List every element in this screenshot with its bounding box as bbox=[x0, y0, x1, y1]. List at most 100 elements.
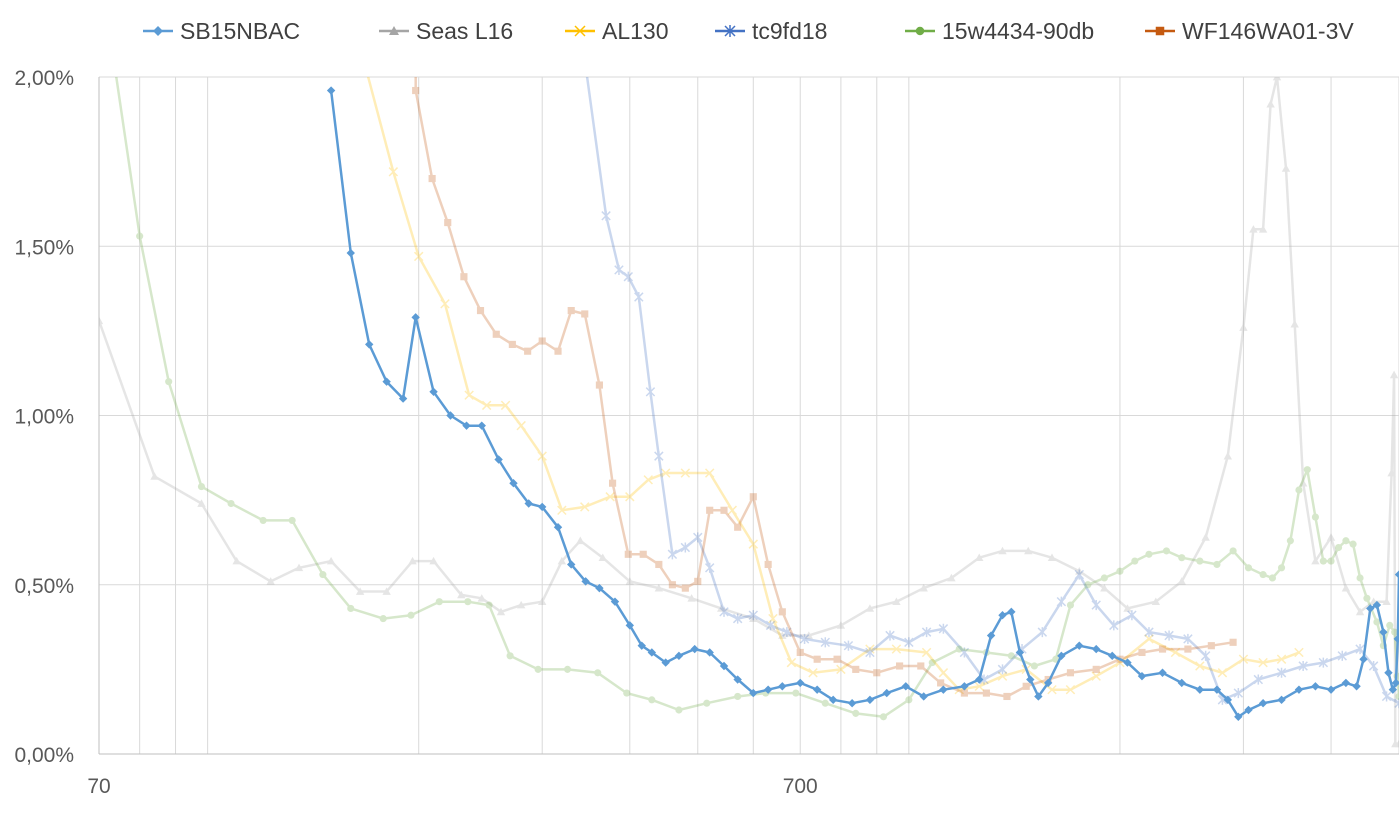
data-point bbox=[778, 682, 787, 691]
legend-label: Seas L16 bbox=[416, 18, 513, 44]
data-point bbox=[655, 560, 663, 569]
data-point bbox=[974, 681, 984, 692]
data-point bbox=[1138, 648, 1146, 657]
data-point bbox=[778, 631, 787, 639]
data-point bbox=[1249, 225, 1258, 233]
data-point bbox=[892, 597, 901, 606]
data-point bbox=[1155, 26, 1165, 36]
data-point bbox=[554, 347, 562, 355]
data-point bbox=[477, 594, 486, 602]
data-point bbox=[382, 587, 391, 595]
data-point bbox=[1022, 682, 1030, 690]
data-point bbox=[476, 306, 485, 315]
data-point bbox=[763, 685, 773, 694]
data-point bbox=[865, 644, 875, 654]
data-point bbox=[1355, 644, 1365, 655]
data-point bbox=[997, 671, 1008, 681]
data-point bbox=[411, 313, 420, 322]
data-point bbox=[1024, 546, 1033, 555]
data-point bbox=[326, 86, 336, 95]
data-point bbox=[1212, 685, 1222, 694]
data-point bbox=[1319, 557, 1327, 565]
data-point bbox=[836, 621, 846, 629]
data-point bbox=[389, 26, 399, 35]
series-al130 bbox=[366, 77, 1304, 695]
data-point bbox=[1393, 634, 1399, 644]
data-point bbox=[1394, 570, 1399, 579]
data-point bbox=[1276, 654, 1287, 664]
data-point bbox=[197, 483, 206, 491]
data-point bbox=[733, 675, 742, 684]
data-point bbox=[136, 232, 144, 240]
data-point bbox=[1066, 669, 1075, 677]
data-point bbox=[1092, 665, 1100, 673]
data-point bbox=[852, 665, 860, 673]
data-point bbox=[1229, 547, 1237, 555]
data-point bbox=[1272, 77, 1282, 81]
data-point bbox=[429, 556, 438, 565]
data-point bbox=[150, 472, 159, 480]
data-point bbox=[1091, 600, 1101, 611]
data-point bbox=[1047, 553, 1057, 562]
data-point bbox=[1303, 466, 1311, 474]
data-point bbox=[435, 598, 443, 606]
data-point bbox=[500, 400, 511, 411]
data-point bbox=[537, 451, 547, 461]
data-point bbox=[1381, 691, 1392, 702]
data-point bbox=[1337, 650, 1347, 661]
legend-label: AL130 bbox=[602, 18, 669, 44]
data-point bbox=[610, 597, 620, 606]
data-point bbox=[1092, 644, 1101, 654]
data-point bbox=[623, 271, 634, 282]
data-point bbox=[625, 621, 635, 630]
data-point bbox=[1183, 633, 1193, 644]
data-point bbox=[1389, 370, 1399, 379]
data-point bbox=[1145, 550, 1153, 558]
data-point bbox=[885, 630, 895, 641]
data-point bbox=[1372, 600, 1382, 610]
data-point bbox=[947, 573, 956, 582]
data-point bbox=[429, 387, 438, 397]
data-point bbox=[998, 611, 1007, 620]
data-point bbox=[1007, 652, 1015, 660]
data-point bbox=[492, 330, 500, 338]
series-line bbox=[99, 77, 1399, 746]
data-point bbox=[720, 506, 728, 514]
data-point bbox=[804, 631, 814, 639]
data-point bbox=[534, 665, 542, 673]
data-point bbox=[1030, 662, 1038, 670]
data-point bbox=[1164, 630, 1174, 641]
data-point bbox=[1326, 685, 1336, 694]
data-point bbox=[828, 695, 838, 705]
legend-item: AL130 bbox=[565, 18, 669, 44]
data-point bbox=[1170, 647, 1181, 658]
data-point bbox=[1253, 674, 1264, 685]
data-point bbox=[481, 400, 492, 411]
data-point bbox=[524, 347, 532, 355]
legend-label: WF146WA01-3V bbox=[1182, 18, 1354, 44]
data-point bbox=[690, 644, 699, 654]
data-point bbox=[1386, 621, 1394, 629]
data-point bbox=[365, 340, 374, 349]
data-point bbox=[1391, 739, 1399, 748]
data-point bbox=[1295, 486, 1303, 494]
data-point bbox=[563, 665, 572, 673]
data-point bbox=[813, 655, 821, 663]
data-point bbox=[1355, 607, 1365, 616]
data-point bbox=[732, 613, 743, 624]
data-point bbox=[986, 631, 996, 640]
data-point bbox=[623, 689, 631, 697]
data-point bbox=[609, 479, 617, 487]
data-point bbox=[921, 647, 932, 658]
data-point bbox=[197, 499, 206, 507]
data-point bbox=[1290, 319, 1299, 328]
data-point bbox=[1239, 323, 1248, 331]
data-point bbox=[796, 678, 805, 688]
data-point bbox=[1158, 645, 1167, 653]
axes: 0,00% 0,50% 1,00% 1,50% 2,00% 70 700 bbox=[14, 67, 1399, 798]
data-point bbox=[464, 390, 474, 400]
data-point bbox=[704, 468, 715, 478]
data-point bbox=[1373, 618, 1381, 626]
data-point bbox=[1311, 513, 1319, 521]
data-point bbox=[749, 614, 758, 622]
